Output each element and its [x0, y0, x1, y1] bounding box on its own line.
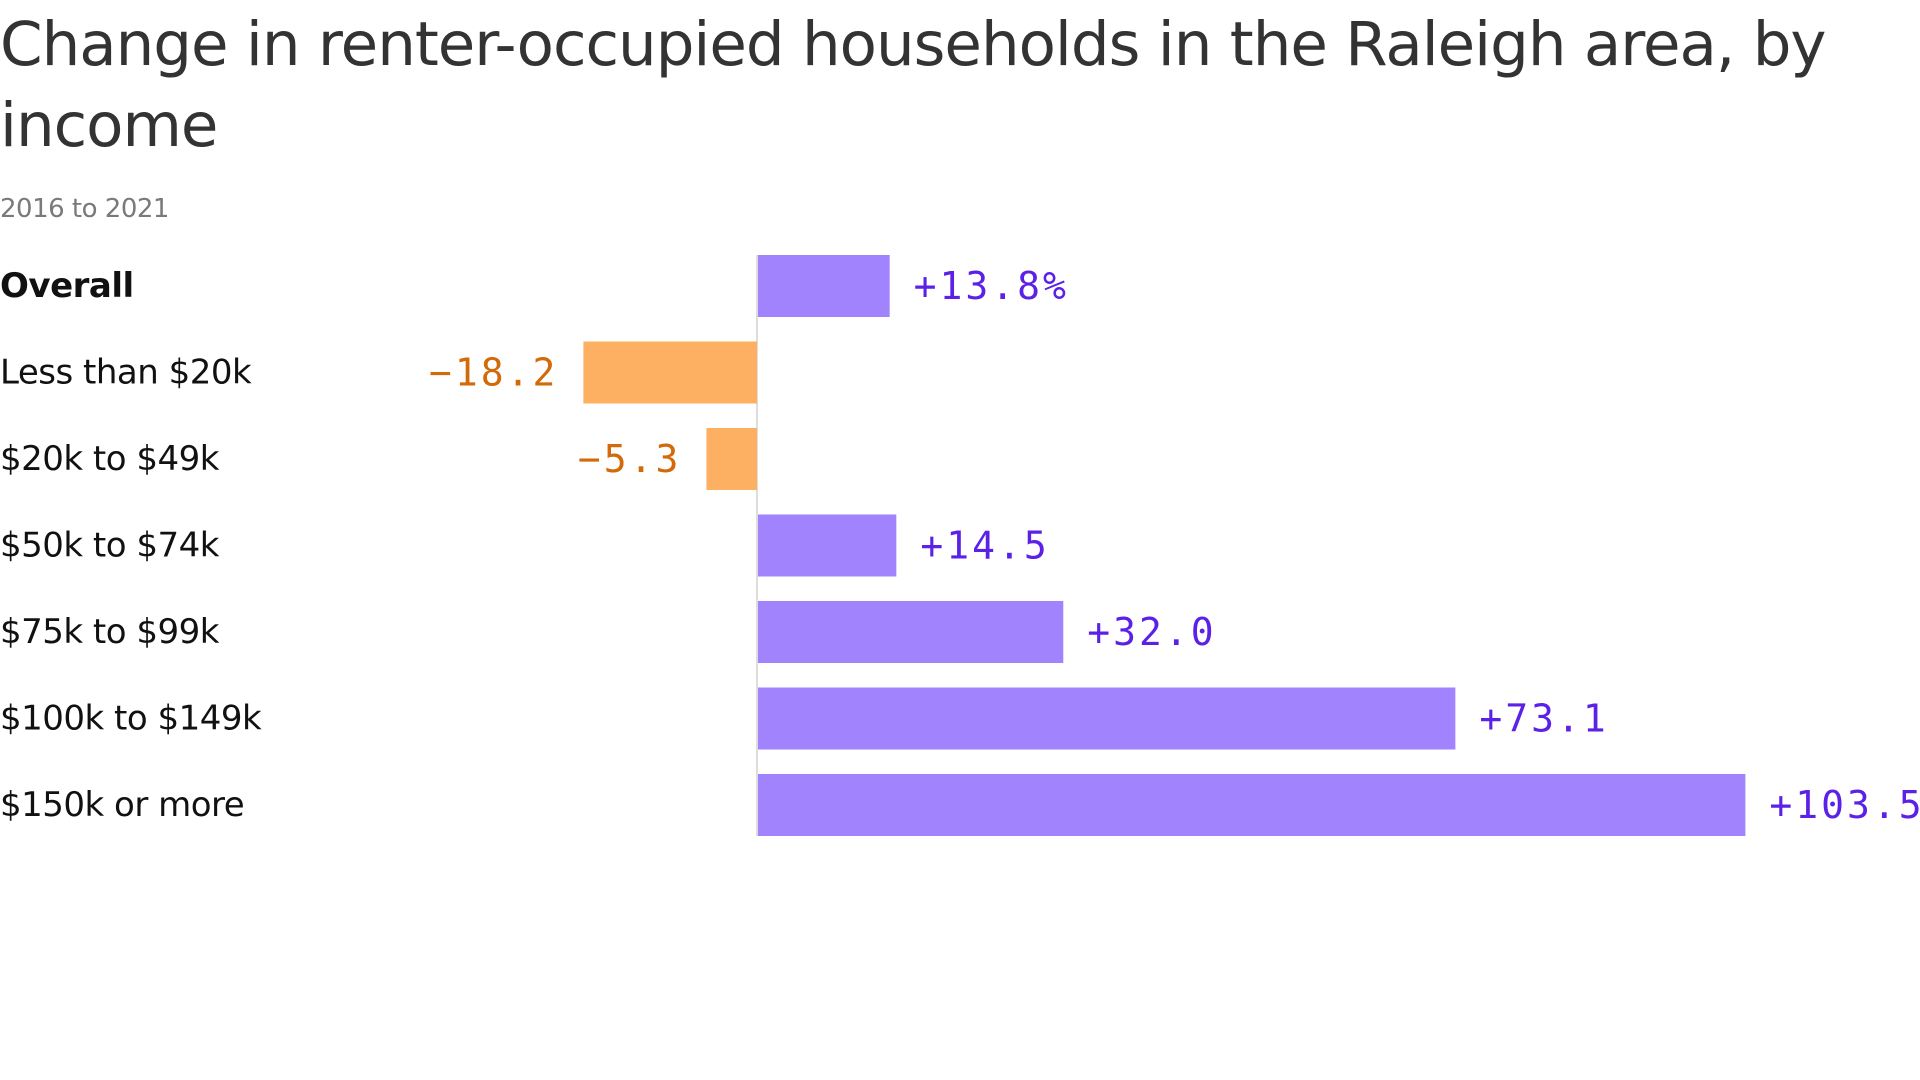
- bar-row: $100k to $149k +73.1: [0, 687, 1608, 750]
- category-label: $75k to $99k: [0, 612, 220, 652]
- category-label: $150k or more: [0, 785, 244, 825]
- category-label: $50k to $74k: [0, 526, 220, 566]
- category-label: $100k to $149k: [0, 699, 262, 739]
- value-label: +32.0: [1087, 610, 1216, 654]
- category-label: Overall: [0, 266, 134, 306]
- bar-row: Less than $20k −18.2: [0, 341, 757, 404]
- chart-subtitle: 2016 to 2021: [0, 194, 169, 224]
- bar-negative: [583, 341, 757, 404]
- value-label: −5.3: [578, 437, 682, 481]
- value-label: +13.8%: [914, 264, 1069, 308]
- bar-positive: [758, 601, 1064, 663]
- value-label: +14.5: [920, 524, 1049, 568]
- bar-row: $150k or more +103.5: [0, 774, 1920, 836]
- chart-title: Change in renter-occupied households in …: [0, 9, 1827, 161]
- bar-positive: [758, 774, 1746, 836]
- value-label: +73.1: [1479, 697, 1608, 741]
- bar-positive: [758, 687, 1456, 750]
- value-label: +103.5: [1769, 783, 1920, 827]
- bar-positive: [758, 514, 897, 577]
- bar-positive: [758, 255, 890, 317]
- bar-row: $50k to $74k +14.5: [0, 514, 1049, 577]
- category-label: Less than $20k: [0, 353, 252, 393]
- bar-row: $75k to $99k +32.0: [0, 601, 1216, 663]
- value-label: −18.2: [429, 351, 558, 395]
- category-label: $20k to $49k: [0, 439, 220, 479]
- bar-negative: [706, 428, 757, 490]
- bar-row: Overall +13.8%: [0, 255, 1069, 317]
- bar-row: $20k to $49k −5.3: [0, 428, 757, 490]
